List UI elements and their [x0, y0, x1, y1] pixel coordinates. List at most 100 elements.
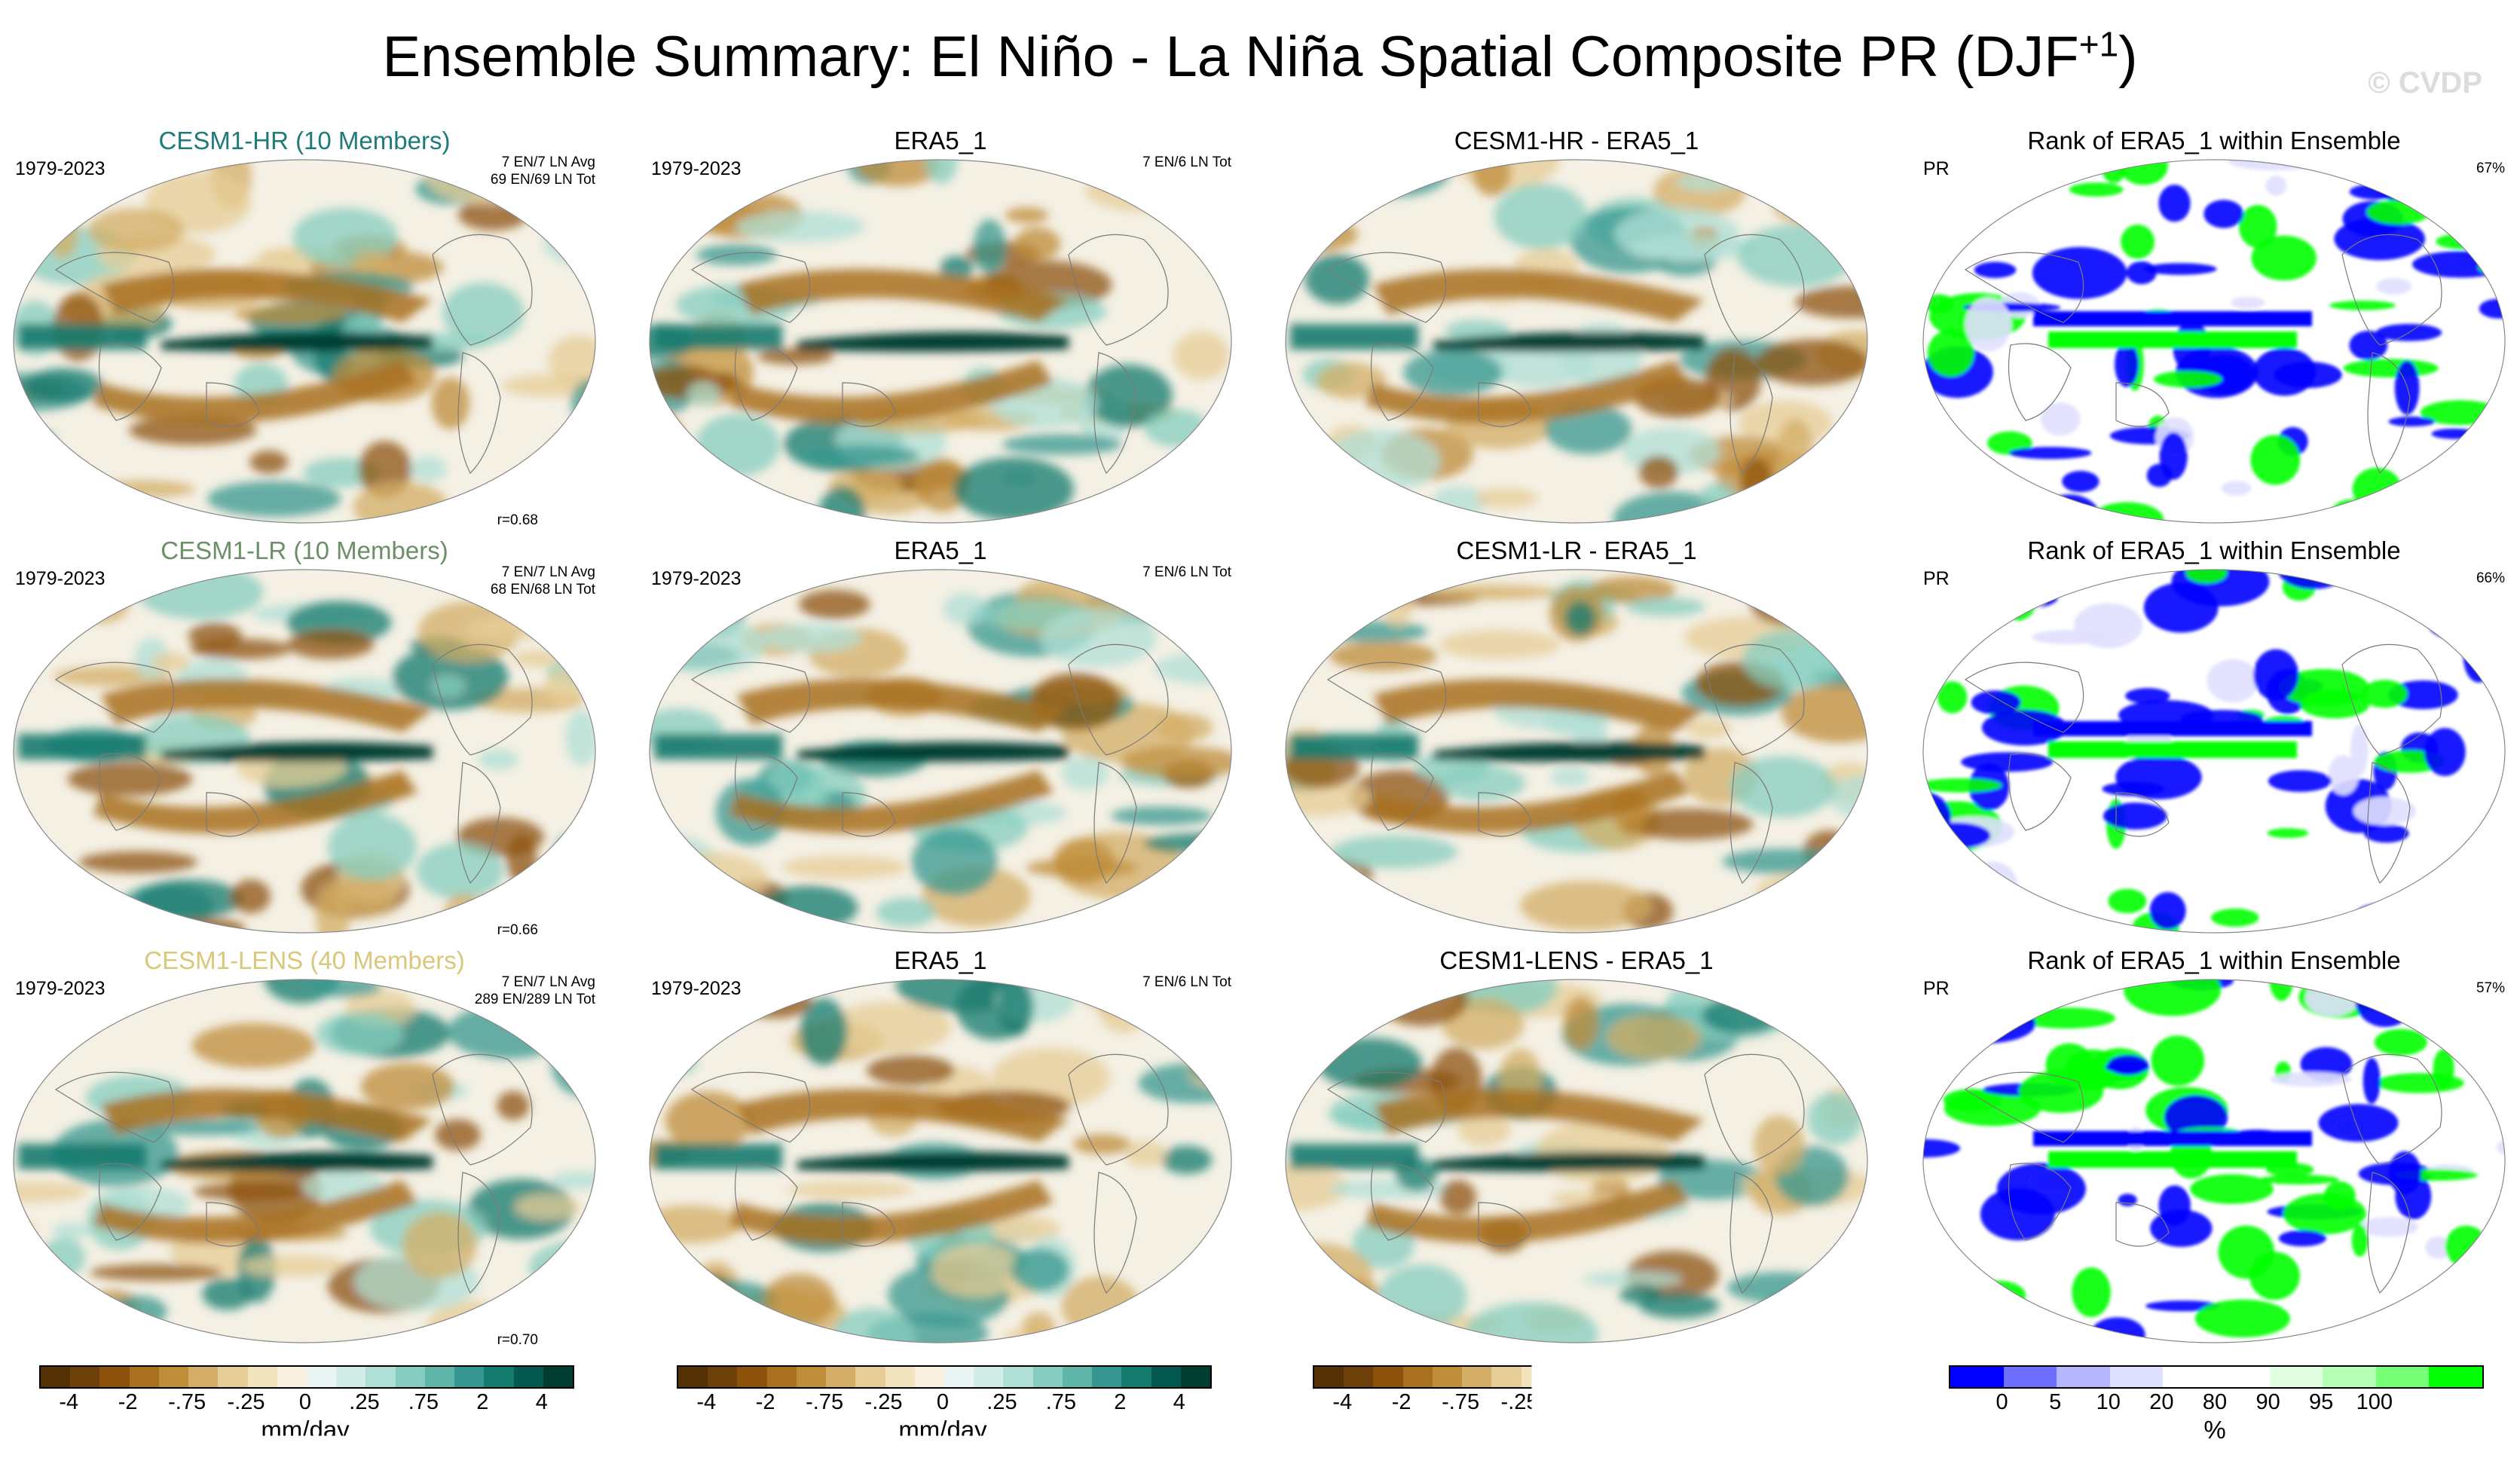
panel-title: Rank of ERA5_1 within Ensemble: [1920, 946, 2508, 975]
colorbar-swatch: [885, 1367, 915, 1387]
colorbar-swatch: [1757, 1367, 1787, 1387]
colorbar-tick-label: 95: [2309, 1390, 2333, 1415]
panel-title: CESM1-HR - ERA5_1: [1283, 127, 1870, 155]
map-container: [11, 157, 598, 530]
colorbar-swatch: [99, 1367, 129, 1387]
panel-title: CESM1-LENS (40 Members): [11, 946, 598, 975]
colorbar-tick-label: 2: [1750, 1390, 1762, 1415]
colorbar-tick-label: .75: [1682, 1390, 1712, 1415]
map-container: [647, 157, 1234, 530]
panel-diff-row2: CESM1-LR - ERA5_1: [1283, 536, 1870, 936]
colorbar-swatch: [944, 1367, 974, 1387]
precip-anomaly-map: [11, 157, 598, 526]
colorbar-tick-label: .75: [1046, 1390, 1076, 1415]
colorbar-swatch: [1462, 1367, 1491, 1387]
figure-title-superscript: +1: [2079, 25, 2118, 64]
colorbar-swatch: [855, 1367, 885, 1387]
colorbar-swatch: [826, 1367, 855, 1387]
colorbar-tick-label: -.25: [865, 1390, 903, 1415]
colorbar-tick-label: .25: [349, 1390, 379, 1415]
colorbar-unit: %: [2203, 1416, 2225, 1444]
colorbar-swatch: [2270, 1367, 2323, 1387]
colorbar-swatch: [159, 1367, 188, 1387]
colorbar-tick-label: 4: [1173, 1390, 1185, 1415]
precip-anomaly-map: [1283, 976, 1870, 1346]
colorbar-swatch: [1403, 1367, 1433, 1387]
colorbar-swatch: [2429, 1367, 2482, 1387]
colorbar-tick-label: -2: [756, 1390, 775, 1415]
map-container: [11, 567, 598, 940]
colorbar-swatch: [1788, 1367, 1817, 1387]
precip-anomaly-map: [647, 976, 1234, 1346]
colorbar-tick-label: 100: [2356, 1390, 2393, 1415]
colorbar-swatch: [1344, 1367, 1373, 1387]
map-container: [1283, 157, 1870, 530]
figure-title-text: Ensemble Summary: El Niño - La Niña Spat…: [382, 25, 2078, 89]
colorbar-unit: mm/day: [261, 1416, 349, 1444]
colorbar-tick-label: -.75: [168, 1390, 206, 1415]
colorbar-tick-label: -4: [1332, 1390, 1352, 1415]
colorbar-swatch: [1669, 1367, 1699, 1387]
precip-anomaly-map: [647, 157, 1234, 526]
colorbar-swatch: [678, 1367, 708, 1387]
colorbar-swatch: [188, 1367, 218, 1387]
colorbar-swatch: [218, 1367, 247, 1387]
colorbar-swatch: [396, 1367, 425, 1387]
panel-title: ERA5_1: [647, 946, 1234, 975]
colorbar-swatch: [1181, 1367, 1210, 1387]
colorbar-tick-label: -.25: [228, 1390, 265, 1415]
cvdp-watermark: © CVDP: [2368, 66, 2482, 100]
colorbar-tick-label: -2: [118, 1390, 138, 1415]
colorbar-tick-label: -.75: [806, 1390, 843, 1415]
colorbar-tick-label: -4: [59, 1390, 78, 1415]
colorbar-swatch: [1521, 1367, 1551, 1387]
panel-diff-row3: CESM1-LENS - ERA5_1: [1283, 946, 1870, 1346]
precip-anomaly-map: [1283, 567, 1870, 936]
colorbar-swatch: [767, 1367, 797, 1387]
colorbar-swatch: [797, 1367, 826, 1387]
map-container: [1920, 567, 2508, 940]
panel-title: ERA5_1: [647, 127, 1234, 155]
colorbar-swatch: [1950, 1367, 2004, 1387]
colorbar-swatch: [2323, 1367, 2376, 1387]
panel-title: Rank of ERA5_1 within Ensemble: [1920, 536, 2508, 565]
colorbar-swatch: [514, 1367, 543, 1387]
colorbar-swatch: [1639, 1367, 1668, 1387]
colorbar-swatch: [737, 1367, 766, 1387]
map-container: [1283, 567, 1870, 940]
colorbar-tick-label: -.25: [1501, 1390, 1539, 1415]
colorbar-swatch: [915, 1367, 944, 1387]
colorbar-swatches: [39, 1365, 574, 1389]
rank-map: [1920, 976, 2508, 1346]
panel-title: CESM1-LENS - ERA5_1: [1283, 946, 1870, 975]
map-container: [647, 976, 1234, 1349]
precip-anomaly-map: [647, 567, 1234, 936]
panel-obs-row2: ERA5_1 1979-2023 7 EN/6 LN Tot: [647, 536, 1234, 936]
colorbar-swatch: [454, 1367, 484, 1387]
colorbar-tick-label: .25: [1622, 1390, 1653, 1415]
colorbar-swatch: [1063, 1367, 1092, 1387]
colorbar-swatch: [365, 1367, 395, 1387]
rank-map: [1920, 157, 2508, 526]
panel-title: CESM1-HR (10 Members): [11, 127, 598, 155]
colorbar-unit: mm/day: [1534, 1416, 1622, 1444]
colorbar-tick-label: 0: [937, 1390, 949, 1415]
colorbar-tick-label: -2: [1392, 1390, 1411, 1415]
colorbar-swatch: [336, 1367, 365, 1387]
panel-rank-row3: Rank of ERA5_1 within Ensemble PR 57%: [1920, 946, 2508, 1346]
colorbar-tick-label: .75: [408, 1390, 439, 1415]
colorbar-swatch: [2376, 1367, 2430, 1387]
panel-model-row2: CESM1-LR (10 Members) 1979-2023 7 EN/7 LN …: [11, 536, 598, 936]
colorbar-tick-label: 10: [2096, 1390, 2121, 1415]
figure-title: Ensemble Summary: El Niño - La Niña Spat…: [0, 21, 2520, 93]
panel-model-row3: CESM1-LENS (40 Members) 1979-2023 7 EN/7 L…: [11, 946, 598, 1346]
colorbar: 0 5 10 20 80 90 95 100%: [1949, 1365, 2481, 1448]
map-container: [647, 567, 1234, 940]
colorbar-tick-label: 90: [2255, 1390, 2280, 1415]
panel-title: CESM1-LR (10 Members): [11, 536, 598, 565]
colorbar-swatch: [2004, 1367, 2057, 1387]
colorbar-tick-label: 20: [2149, 1390, 2173, 1415]
colorbar-tick-label: -.75: [1442, 1390, 1479, 1415]
colorbar-swatch: [708, 1367, 737, 1387]
colorbar: -4 -2 -.75 -.25 0 .25 .75 2 4 mm/day: [1313, 1365, 1845, 1448]
